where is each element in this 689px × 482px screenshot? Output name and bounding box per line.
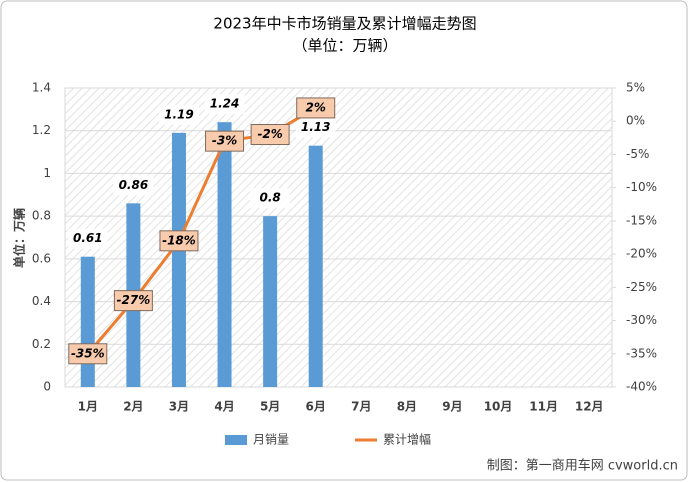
data-label: 0.8 [259,191,280,205]
plot-area [64,87,613,388]
y2-tick-label: -5% [626,147,649,161]
data-label-box [296,97,336,119]
x-tick-label: 9月 [442,400,462,414]
data-label: -18% [162,233,196,247]
data-label: 2% [306,100,326,114]
bar [217,122,232,388]
data-label: -35% [71,346,105,360]
data-label-box [113,290,153,312]
x-tick-label: 11月 [529,400,558,414]
y-tick-label: 0.8 [32,209,51,223]
data-label-box [204,94,245,115]
legend-label: 月销量 [253,433,289,447]
data-label-box [205,130,245,152]
y-tick-label: 1 [43,166,51,180]
x-tick-label: 7月 [351,400,371,414]
x-tick-label: 6月 [306,400,326,414]
data-label: -27% [117,293,151,307]
y2-tick-label: 0% [626,114,645,128]
data-label-box [113,175,154,196]
bar [80,256,95,387]
y2-tick-label: -30% [626,313,657,327]
x-tick-label: 12月 [575,400,604,414]
data-label: 1.24 [210,97,240,111]
data-label-box [250,124,290,146]
data-label-box [250,188,291,209]
y-tick-label: 0 [43,380,51,394]
y2-tick-label: -15% [626,213,657,227]
y-axis-label: 单位：万辆 [12,208,27,268]
data-label: 1.13 [301,120,331,134]
legend-label: 累计增幅 [383,432,431,447]
data-label-box [67,228,108,249]
data-label-box [295,117,336,138]
data-label: -2% [257,127,282,141]
data-label-box [158,104,199,125]
y-tick-label: 0.6 [32,251,51,265]
y2-tick-label: -25% [626,280,657,294]
y2-tick-label: -40% [626,380,657,394]
y-tick-label: 0.2 [32,337,51,351]
chart-title: 2023年中卡市场销量及累计增幅走势图 [213,15,476,33]
y2-tick-label: -20% [626,247,657,261]
bar [263,216,278,387]
x-tick-label: 2月 [123,400,143,414]
bar [308,145,323,387]
chart-subtitle: （单位：万辆） [292,37,397,55]
x-tick-label: 5月 [260,400,280,414]
data-label: 1.19 [164,107,194,121]
data-label: 0.61 [73,231,103,245]
y-tick-label: 0.4 [32,294,51,308]
x-tick-label: 8月 [397,400,417,414]
y2-tick-label: -10% [626,180,657,194]
x-tick-label: 10月 [484,400,513,414]
y2-tick-label: 5% [626,81,645,95]
x-tick-label: 3月 [169,400,189,414]
data-label-box [159,230,199,252]
y-tick-label: 1.4 [32,81,51,95]
y2-tick-label: -35% [626,346,657,360]
data-label-box [68,343,108,365]
data-label: 0.86 [119,178,149,192]
y-tick-label: 1.2 [32,123,51,137]
x-tick-label: 1月 [78,400,98,414]
data-label: -3% [212,134,237,148]
source-note: 制图：第一商用车网 cvworld.cn [487,458,678,474]
x-tick-label: 4月 [214,400,234,414]
bar [171,132,186,387]
legend-swatch [225,435,247,445]
